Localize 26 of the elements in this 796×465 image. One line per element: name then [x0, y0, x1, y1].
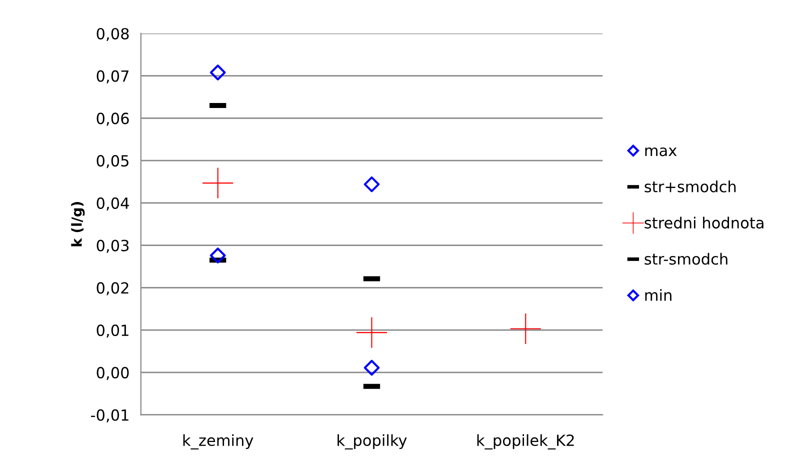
- point: [510, 313, 541, 344]
- x-tick-label: k_zeminy: [183, 434, 254, 450]
- y-tick-label: -0,01: [91, 409, 128, 422]
- point: [210, 64, 226, 80]
- x-tick-label: k_popilek_K2: [477, 434, 574, 450]
- legend-label: min: [645, 289, 672, 301]
- y-tick-label: 0,02: [96, 282, 128, 296]
- x-tick-label: k_popilky: [338, 434, 407, 450]
- legend-label: stredni hodnota: [644, 216, 764, 229]
- y-tick-label: 0,06: [96, 112, 129, 126]
- y-tick-label: 0,07: [96, 70, 128, 84]
- legend-label: str-smodch: [644, 252, 728, 265]
- point: [356, 317, 388, 348]
- legend-label: max: [645, 147, 677, 156]
- legend-label: str+smodch: [644, 180, 736, 192]
- y-axis-title: k (l/g): [71, 202, 85, 246]
- point: [202, 168, 234, 198]
- y-tick-label: 0,01: [96, 324, 128, 338]
- y-tick-label: 0,03: [96, 240, 129, 253]
- y-tick-label: 0,05: [96, 155, 128, 168]
- point: [210, 248, 226, 264]
- y-tick-label: 0,08: [96, 28, 129, 42]
- point: [364, 360, 380, 376]
- point: [364, 176, 380, 192]
- y-tick-label: 0,04: [96, 197, 129, 211]
- y-tick-label: 0,00: [96, 366, 129, 380]
